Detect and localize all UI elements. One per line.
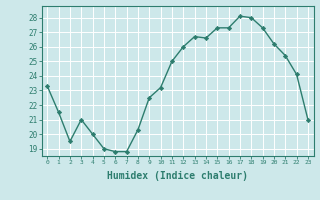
X-axis label: Humidex (Indice chaleur): Humidex (Indice chaleur) [107,171,248,181]
